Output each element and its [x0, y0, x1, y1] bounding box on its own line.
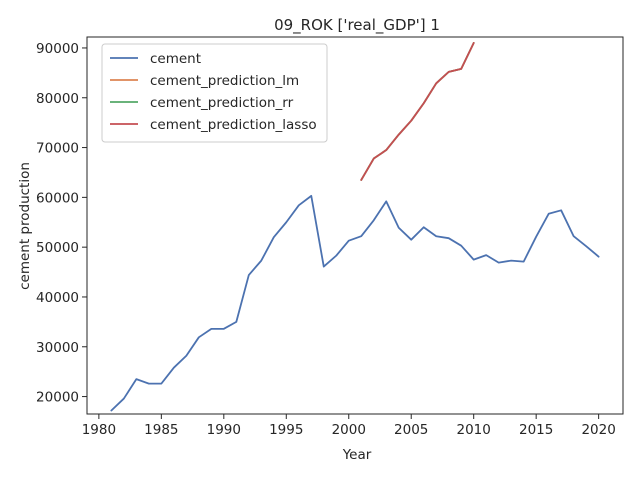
legend-box — [101, 43, 328, 143]
axis-ticks: 1980 1985 1990 1995 2000 2005 2010 2015 2020 2000… — [36, 41, 616, 438]
series-lines — [110, 42, 600, 412]
x-tick-label: 2000 — [332, 422, 366, 438]
y-tick-label: 20000 — [36, 390, 79, 406]
plot-frame — [86, 36, 624, 415]
y-tick-label: 40000 — [36, 290, 79, 306]
legend-label: cement_prediction_lasso — [150, 117, 317, 133]
y-tick-label: 50000 — [36, 240, 79, 256]
x-tick-label: 1995 — [269, 422, 303, 438]
x-tick-label: 1985 — [144, 422, 178, 438]
series-line-cement — [110, 194, 600, 412]
x-tick-label: 1980 — [82, 422, 116, 438]
legend-label: cement — [150, 51, 201, 67]
x-tick-label: 2005 — [394, 422, 428, 438]
series-line-cement-prediction-lasso — [360, 42, 475, 181]
y-tick-label: 90000 — [36, 41, 79, 57]
legend-label: cement_prediction_lm — [150, 73, 299, 89]
y-tick-label: 80000 — [36, 91, 79, 107]
x-axis-label: Year — [342, 447, 372, 463]
y-tick-label: 60000 — [36, 190, 79, 206]
legend-label: cement_prediction_rr — [150, 95, 294, 111]
y-tick-label: 30000 — [36, 340, 79, 356]
x-tick-label: 2015 — [519, 422, 553, 438]
x-tick-label: 1990 — [207, 422, 241, 438]
legend: cement cement_prediction_lm cement_predict… — [101, 43, 328, 143]
y-axis-label: cement production — [17, 162, 33, 290]
x-tick-label: 2020 — [581, 422, 615, 438]
chart-title: 09_ROK ['real_GDP'] 1 — [274, 16, 440, 35]
y-tick-label: 70000 — [36, 141, 79, 157]
x-tick-label: 2010 — [457, 422, 491, 438]
